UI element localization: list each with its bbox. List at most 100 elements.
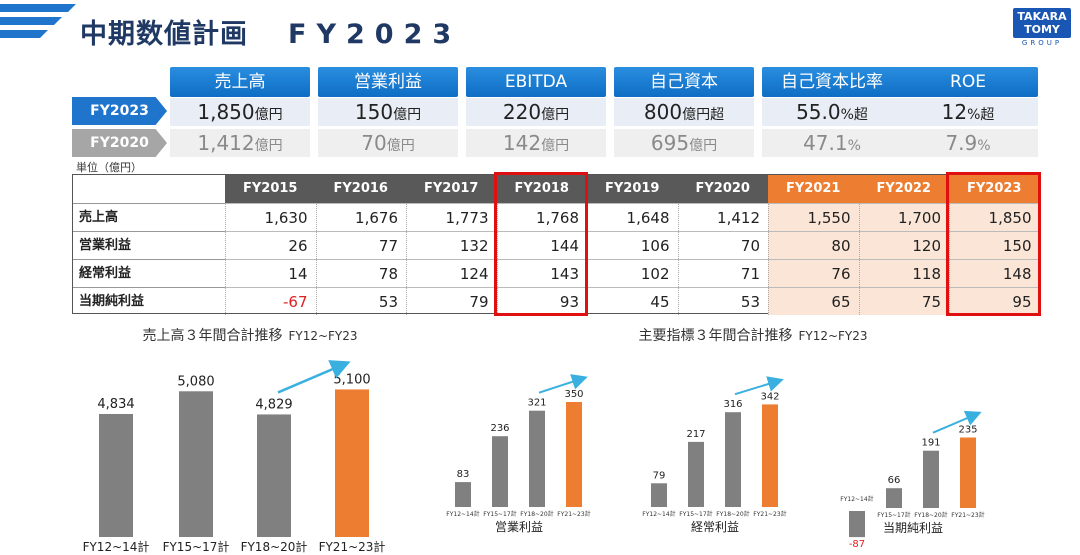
table-header-cell: FY2023 [949, 175, 1040, 203]
chart1-title: 売上高３年間合計推移 FY12~FY23 [142, 327, 357, 344]
kpi-header: 自己資本比率 [762, 67, 902, 97]
page-title: 中期数値計画 FY2023 [80, 12, 461, 51]
table-header-cell: FY2015 [225, 175, 316, 203]
table-cell: 80 [768, 231, 859, 259]
kpi-value-fy2023: 800億円超 [614, 98, 754, 126]
chart2-value-label: 83 [457, 469, 470, 480]
chart2-category-label: FY18~20計 [914, 511, 947, 519]
chart2-category-label: FY15~17計 [877, 511, 910, 519]
chart2-value-label: -87 [849, 539, 865, 550]
kpi-row-label-fy2020: FY2020 [72, 129, 167, 157]
table-cell: 118 [858, 259, 949, 287]
table-cell: 124 [406, 259, 497, 287]
chart2-value-label: 342 [760, 391, 779, 402]
table-cell: 26 [225, 231, 316, 259]
table-cell: 102 [587, 259, 678, 287]
chart2-category-label: FY15~17計 [679, 510, 712, 518]
kpi-value-fy2023: 220億円 [466, 98, 606, 126]
table-cell: 53 [315, 287, 406, 315]
table-cell: 1,676 [315, 203, 406, 231]
table-cell: 78 [315, 259, 406, 287]
chart2-bar [923, 450, 939, 508]
table-header-cell: FY2019 [587, 175, 678, 203]
kpi-number: 1,412 [197, 131, 255, 155]
chart2-bar [492, 436, 508, 507]
chart2-bar [455, 482, 471, 507]
kpi-unit: 億円 [393, 107, 422, 123]
kpi-unit: % [847, 138, 861, 154]
chart2-bar [566, 402, 582, 507]
chart2-trend-arrow [538, 374, 588, 394]
chart2-panel-name: 営業利益 [495, 520, 543, 534]
kpi-unit: 億円 [254, 107, 283, 123]
chart2-trend-arrow [932, 410, 982, 434]
table-cell: 1,550 [768, 203, 859, 231]
kpi-unit: %超 [967, 107, 995, 123]
chart1-trend-arrow [277, 360, 351, 394]
table-cell: 65 [768, 287, 859, 315]
kpi-value-fy2020: 70億円 [318, 129, 458, 157]
kpi-unit: %超 [840, 107, 868, 123]
table-row-label: 営業利益 [73, 231, 225, 259]
table-row-label: 売上高 [73, 203, 225, 231]
page-title-text: 中期数値計画 [80, 19, 248, 50]
chart2-category-label: FY12~14計 [840, 495, 873, 503]
table-cell: 75 [858, 287, 949, 315]
chart2-title: 主要指標３年間合計推移 FY12~FY23 [638, 328, 867, 344]
table-cell: 143 [496, 259, 587, 287]
chart2-category-label: FY21~23計 [753, 510, 786, 518]
table-header-cell: FY2021 [768, 175, 859, 203]
chart2-category-label: FY21~23計 [951, 511, 984, 519]
table-cell: 1,773 [406, 203, 497, 231]
kpi-value-fy2020: 695億円 [614, 129, 754, 157]
kpi-value-fy2023: 150億円 [318, 98, 458, 126]
table-cell: 106 [587, 231, 678, 259]
chart2-trend-arrow [734, 376, 784, 396]
table-row-label: 経常利益 [73, 259, 225, 287]
chart2-value-label: 236 [490, 423, 509, 434]
chart2-bar [688, 441, 704, 507]
table-cell: 150 [949, 231, 1040, 259]
kpi-header: 自己資本 [614, 67, 754, 97]
table-cell: 144 [496, 231, 587, 259]
chart2-bar [886, 488, 902, 508]
chart2-category-label: FY12~14計 [446, 510, 479, 518]
chart2-bar [651, 483, 667, 507]
chart2-bar [849, 511, 865, 538]
kpi-number: 12 [941, 100, 968, 124]
kpi-value-fy2020: 1,412億円 [170, 129, 310, 157]
chart2-value-label: 217 [686, 429, 705, 440]
chart2-value-label: 350 [564, 389, 583, 400]
kpi-unit: 億円 [689, 138, 718, 154]
kpi-number: 695 [650, 131, 690, 155]
table-cell: 93 [496, 287, 587, 315]
table-cell: 70 [677, 231, 768, 259]
chart2-value-label: 79 [653, 470, 666, 481]
table-cell: 71 [677, 259, 768, 287]
kpi-header: 営業利益 [318, 67, 458, 97]
table-cell: 120 [858, 231, 949, 259]
chart1-bar [179, 391, 213, 537]
table-row-label: 当期純利益 [73, 287, 225, 315]
table-cell: 53 [677, 287, 768, 315]
brand-logo: TAKARA TOMY GROUP [1013, 8, 1071, 47]
table-corner [73, 175, 225, 203]
chart1-bar [99, 413, 133, 537]
financial-table: FY2015 FY2016 FY2017 FY2018 FY2019 FY2020 FY20… [72, 174, 1040, 315]
chart2-bar [725, 412, 741, 507]
table-cell: 95 [949, 287, 1040, 315]
chart2-bar [960, 437, 976, 508]
chart2-panel-name: 当期純利益 [883, 521, 943, 535]
table-cell: 1,768 [496, 203, 587, 231]
table-cell: 1,648 [587, 203, 678, 231]
kpi-number: 150 [354, 100, 394, 124]
highlight-box-fy2023 [946, 172, 1041, 316]
table-cell: -67 [225, 287, 316, 315]
table-cell: 79 [406, 287, 497, 315]
kpi-unit: % [977, 138, 991, 154]
unit-note: 単位（億円） [76, 161, 142, 174]
chart2-category-label: FY15~17計 [483, 510, 516, 518]
chart1-bar [257, 414, 291, 537]
kpi-unit: 億円超 [682, 107, 725, 123]
kpi-header: ROE [898, 67, 1038, 97]
